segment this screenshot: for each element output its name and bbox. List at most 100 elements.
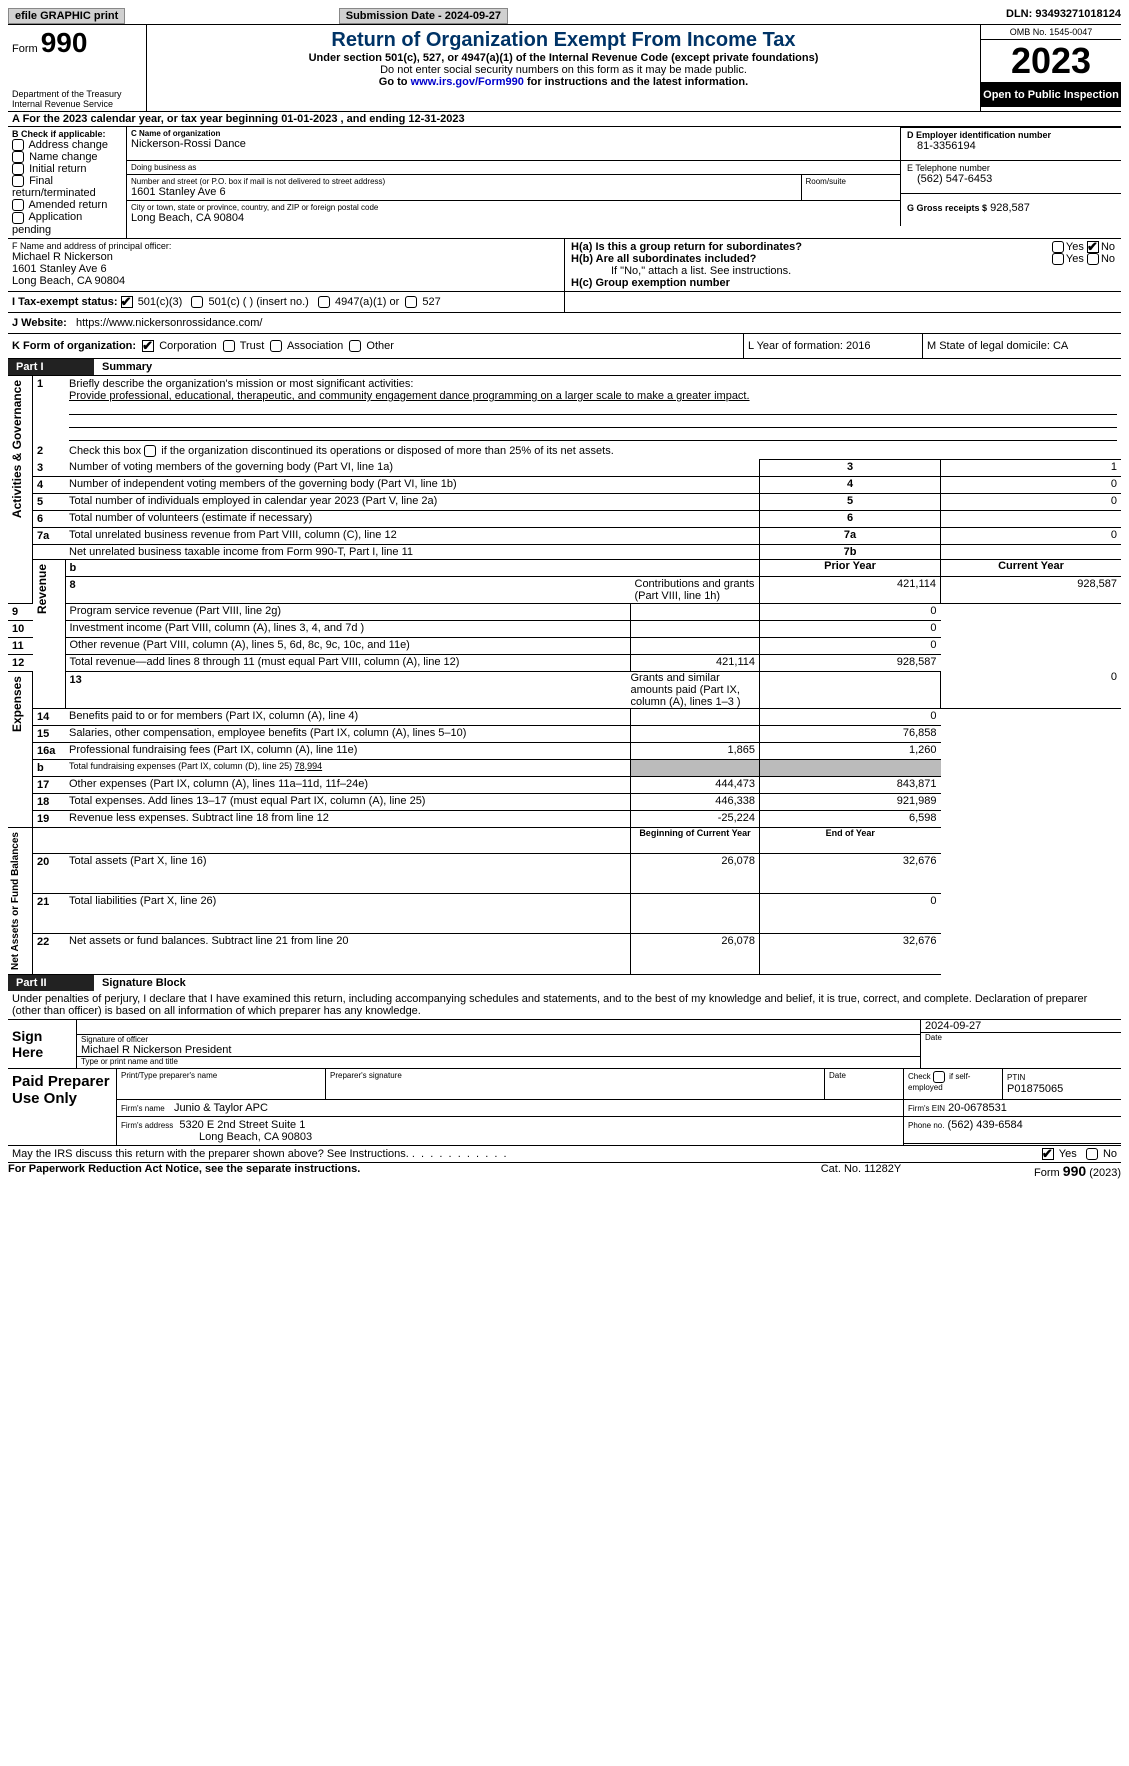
cb-address-change[interactable] [12, 139, 24, 151]
cb-amended[interactable] [12, 199, 24, 211]
cb-501c3[interactable] [121, 296, 133, 308]
l20-eoy: 32,676 [760, 853, 941, 893]
ha-yes-cb[interactable] [1052, 241, 1064, 253]
l12-curr: 928,587 [760, 654, 941, 671]
cb-initial-return[interactable] [12, 163, 24, 175]
box-b-title: B Check if applicable: [12, 129, 122, 139]
dln: DLN: 93493271018124 [805, 8, 1121, 24]
firm-name-label: Firm's name [121, 1104, 165, 1113]
discuss-yes-cb[interactable] [1042, 1148, 1054, 1160]
discuss-no-cb[interactable] [1086, 1148, 1098, 1160]
discuss-text: May the IRS discuss this return with the… [12, 1148, 409, 1160]
paid-preparer-block: Paid Preparer Use Only Print/Type prepar… [8, 1069, 1121, 1146]
entity-info: B Check if applicable: Address change Na… [8, 127, 1121, 238]
l13-label: Grants and similar amounts paid (Part IX… [631, 671, 760, 708]
l10-curr: 0 [760, 620, 941, 637]
goto-link[interactable]: www.irs.gov/Form990 [411, 76, 524, 88]
l16a-label: Professional fundraising fees (Part IX, … [65, 742, 631, 759]
submission-date: Submission Date - 2024-09-27 [339, 8, 508, 24]
l14-label: Benefits paid to or for members (Part IX… [65, 708, 631, 725]
goto-prefix: Go to [379, 76, 411, 88]
cb-final-return[interactable] [12, 175, 24, 187]
part1-header: Part I Summary [8, 359, 1121, 376]
prep-name-label: Print/Type preparer's name [117, 1069, 326, 1100]
cb-corp[interactable] [142, 340, 154, 352]
gross-receipts: 928,587 [990, 202, 1030, 214]
cb-527[interactable] [405, 296, 417, 308]
l7a-val: 0 [941, 527, 1122, 544]
omb-number: OMB No. 1545-0047 [981, 25, 1121, 40]
section-governance: Activities & Governance [8, 376, 26, 522]
hc-label: H(c) Group exemption number [571, 277, 730, 289]
form-word: Form [12, 43, 38, 55]
l17-label: Other expenses (Part IX, column (A), lin… [65, 776, 631, 793]
ein-value: 81-3356194 [907, 140, 1115, 152]
sig-date: 2024-09-27 [921, 1020, 1121, 1033]
prior-year-hdr: Prior Year [760, 559, 941, 576]
ha-no-cb[interactable] [1087, 241, 1099, 253]
phone-value: (562) 547-6453 [907, 173, 1115, 185]
firm-name: Junio & Taylor APC [174, 1102, 268, 1114]
city-value: Long Beach, CA 90804 [131, 212, 896, 224]
eoy-hdr: End of Year [760, 827, 941, 853]
l18-label: Total expenses. Add lines 13–17 (must eq… [65, 793, 631, 810]
l3-val: 1 [941, 460, 1122, 477]
g-label: G Gross receipts $ [907, 203, 987, 213]
officer-signed-name: Michael R Nickerson President [77, 1044, 920, 1057]
cb-name-change[interactable] [12, 151, 24, 163]
l9-label: Program service revenue (Part VIII, line… [65, 603, 631, 620]
cb-app-pending[interactable] [12, 212, 24, 224]
cb-501c[interactable] [191, 296, 203, 308]
org-name: Nickerson-Rossi Dance [131, 138, 896, 150]
cb-4947[interactable] [318, 296, 330, 308]
l6-label: Total number of volunteers (estimate if … [65, 510, 760, 527]
l17-curr: 843,871 [760, 776, 941, 793]
l21-label: Total liabilities (Part X, line 26) [65, 893, 631, 933]
efile-print-button[interactable]: efile GRAPHIC print [8, 8, 125, 24]
l13-curr: 0 [941, 671, 1122, 708]
cb-discontinued[interactable] [144, 445, 156, 457]
hb-yes-cb[interactable] [1052, 253, 1064, 265]
hb-no-cb[interactable] [1087, 253, 1099, 265]
l5-label: Total number of individuals employed in … [65, 493, 760, 510]
paid-preparer-label: Paid Preparer Use Only [8, 1069, 117, 1146]
l17-prior: 444,473 [631, 776, 760, 793]
l4-label: Number of independent voting members of … [65, 476, 760, 493]
l21-boy [631, 893, 760, 933]
l6-val [941, 510, 1122, 527]
sig-officer-label: Signature of officer [77, 1035, 920, 1044]
l14-prior [631, 708, 760, 725]
klm-row: K Form of organization: Corporation Trus… [8, 334, 1121, 359]
box-l: L Year of formation: 2016 [744, 334, 923, 359]
cb-assoc[interactable] [270, 340, 282, 352]
part1-body: Activities & Governance 1 Briefly descri… [8, 376, 1121, 975]
current-year-hdr: Current Year [941, 559, 1122, 576]
l2: Check this box if the organization disco… [69, 445, 614, 457]
city-label: City or town, state or province, country… [131, 203, 896, 212]
cb-other[interactable] [349, 340, 361, 352]
prep-sig-label: Preparer's signature [326, 1069, 825, 1100]
website-row: J Website: https://www.nickersonrossidan… [8, 312, 1121, 334]
e-label: E Telephone number [907, 163, 1115, 173]
part2-header: Part II Signature Block [8, 975, 1121, 991]
room-label: Room/suite [806, 177, 896, 186]
type-name-label: Type or print name and title [77, 1057, 920, 1066]
j-label: J Website: [12, 317, 67, 329]
l7b-label: Net unrelated business taxable income fr… [65, 544, 760, 559]
prep-date-label: Date [825, 1069, 904, 1100]
cb-self-employed[interactable] [933, 1071, 945, 1083]
discuss-row: May the IRS discuss this return with the… [8, 1146, 1121, 1163]
l11-label: Other revenue (Part VIII, column (A), li… [65, 637, 631, 654]
l22-boy: 26,078 [631, 934, 760, 974]
form-number: 990 [41, 27, 88, 58]
l1-text: Provide professional, educational, thera… [69, 390, 750, 402]
cb-trust[interactable] [223, 340, 235, 352]
ptin-label: PTIN [1007, 1073, 1025, 1082]
part2-heading: Signature Block [94, 975, 1121, 991]
open-to-public: Open to Public Inspection [981, 83, 1121, 107]
l4-val: 0 [941, 476, 1122, 493]
l19-prior: -25,224 [631, 810, 760, 827]
perjury-text: Under penalties of perjury, I declare th… [8, 991, 1121, 1020]
l8-label: Contributions and grants (Part VIII, lin… [631, 576, 760, 603]
l13-prior [760, 671, 941, 708]
